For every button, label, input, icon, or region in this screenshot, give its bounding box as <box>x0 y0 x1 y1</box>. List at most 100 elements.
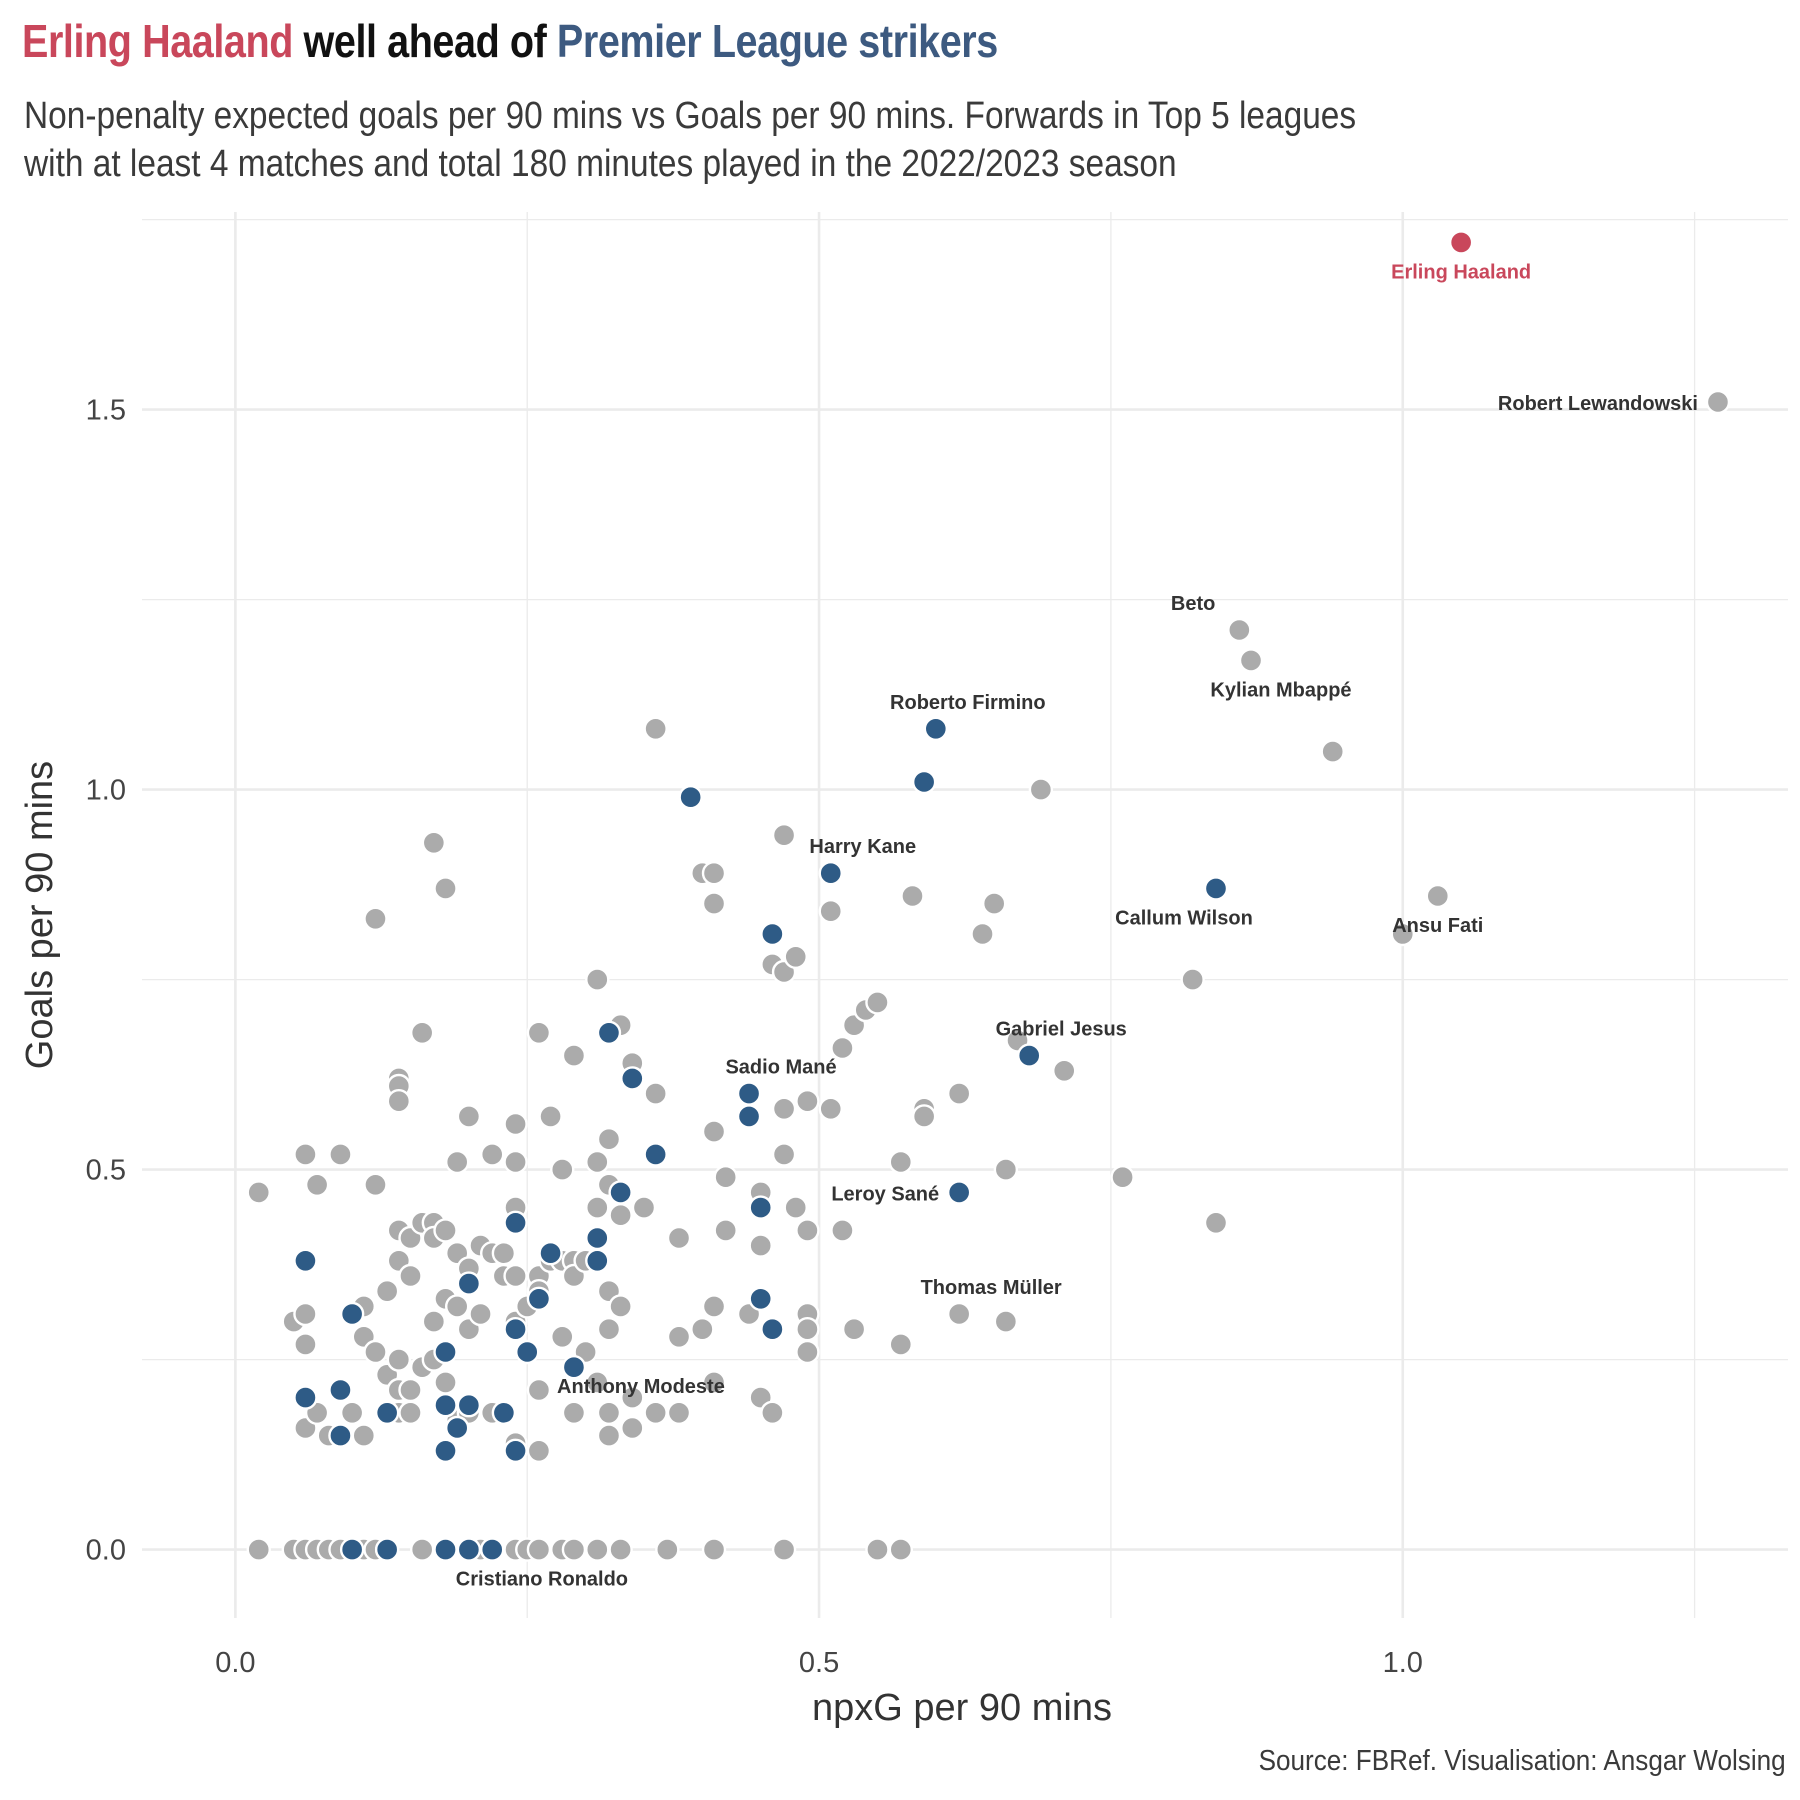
point-other <box>585 1149 610 1175</box>
point-other <box>293 1301 318 1327</box>
point-other <box>363 1172 388 1198</box>
point-other <box>585 1370 610 1395</box>
point-premier-league <box>444 1415 470 1441</box>
point-other <box>713 1218 738 1243</box>
point-other <box>351 1423 377 1448</box>
point-other <box>1238 648 1264 673</box>
point-other <box>900 883 925 909</box>
point-other <box>293 1332 318 1357</box>
x-tick-label: 0.0 <box>215 1647 255 1679</box>
point-other <box>596 1126 622 1152</box>
y-tick-label: 1.0 <box>86 775 126 807</box>
point-other <box>701 1370 727 1395</box>
point-other <box>409 1020 435 1046</box>
point-other <box>666 1400 692 1426</box>
point-other <box>771 1537 797 1562</box>
point-label: Robert Lewandowski <box>1498 393 1698 415</box>
point-other <box>701 1537 727 1562</box>
point-other <box>246 1180 271 1205</box>
point-other <box>444 1149 470 1175</box>
subtitle-line-2: with at least 4 matches and total 180 mi… <box>24 143 1177 185</box>
point-other <box>970 921 995 947</box>
point-other <box>386 1088 412 1114</box>
point-premier-league <box>293 1248 318 1274</box>
point-other <box>561 1043 587 1068</box>
point-premier-league <box>339 1537 365 1562</box>
point-other <box>374 1278 400 1304</box>
point-other <box>596 1400 622 1426</box>
point-other <box>818 899 843 924</box>
point-other <box>690 1316 715 1342</box>
point-other <box>771 1142 797 1167</box>
point-premier-league <box>503 1316 528 1342</box>
point-other <box>1110 1164 1135 1190</box>
point-premier-league <box>456 1537 482 1562</box>
point-premier-league <box>456 1392 482 1418</box>
point-other <box>818 1096 843 1122</box>
point-other <box>830 1035 855 1061</box>
point-premier-league <box>736 1081 762 1106</box>
point-label: Sadio Mané <box>725 1057 836 1079</box>
point-other <box>433 876 458 901</box>
point-other <box>503 1111 528 1137</box>
point-other <box>363 1339 388 1365</box>
point-other <box>666 1225 692 1251</box>
point-other <box>608 1537 633 1562</box>
point-other <box>888 1537 913 1562</box>
point-other <box>783 1195 808 1220</box>
point-other <box>550 1157 575 1182</box>
point-other <box>771 1096 797 1122</box>
point-other <box>561 1400 587 1426</box>
point-label: Gabriel Jesus <box>996 1019 1127 1041</box>
point-other <box>888 1332 913 1357</box>
point-label: Callum Wilson <box>1115 907 1253 929</box>
point-label: Leroy Sané <box>831 1183 939 1205</box>
point-other <box>620 1415 645 1441</box>
point-other <box>771 823 797 848</box>
point-other <box>760 1400 785 1426</box>
source-caption: Source: FBRef. Visualisation: Ansgar Wol… <box>1258 1745 1786 1777</box>
point-other <box>841 1316 867 1342</box>
point-other <box>433 1370 458 1395</box>
y-tick-label: 1.5 <box>86 395 126 427</box>
point-other <box>608 1202 633 1228</box>
point-other <box>993 1309 1019 1334</box>
point-other <box>666 1324 692 1350</box>
point-other <box>1052 1058 1077 1084</box>
point-premier-league <box>760 921 785 947</box>
point-label: Kylian Mbappé <box>1210 679 1351 701</box>
point-premier-league <box>748 1286 773 1312</box>
point-other <box>596 1316 622 1342</box>
point-other <box>585 967 610 992</box>
point-other <box>643 1400 668 1426</box>
title-premier-league: Premier League strikers <box>556 15 998 67</box>
point-other <box>304 1172 330 1198</box>
point-premier-league <box>585 1248 610 1274</box>
point-premier-league <box>433 1537 458 1562</box>
point-premier-league <box>1017 1043 1042 1068</box>
point-other <box>328 1142 353 1167</box>
point-other <box>398 1400 423 1426</box>
point-other <box>409 1537 435 1562</box>
point-premier-league <box>760 1316 785 1342</box>
point-other <box>433 1218 458 1243</box>
point-premier-league <box>503 1210 528 1236</box>
point-label: Roberto Firmino <box>890 692 1046 714</box>
point-other <box>795 1316 820 1342</box>
point-premier-league <box>538 1240 563 1266</box>
point-other <box>550 1324 575 1350</box>
point-other <box>608 1294 633 1319</box>
point-other <box>795 1339 820 1365</box>
point-other <box>748 1233 773 1258</box>
point-premier-league <box>596 1020 622 1046</box>
point-premier-league <box>456 1271 482 1296</box>
point-other <box>1320 739 1345 764</box>
point-other <box>421 1309 447 1334</box>
point-other <box>993 1157 1019 1182</box>
point-other <box>480 1142 505 1167</box>
x-tick-label: 1.0 <box>1383 1647 1423 1679</box>
point-other <box>1227 617 1252 643</box>
point-other <box>713 1164 738 1190</box>
point-other <box>398 1377 423 1403</box>
